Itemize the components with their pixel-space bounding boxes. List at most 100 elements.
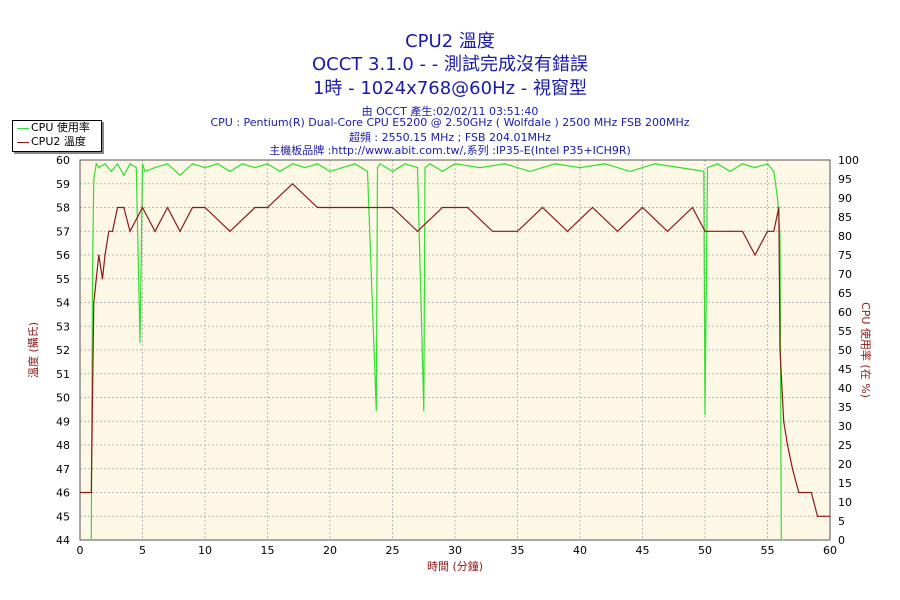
data-point [741,163,744,165]
legend-label-cpu2-temp: CPU2 溫度 [31,135,86,148]
data-point [110,170,112,172]
data-point [254,206,256,209]
data-point [90,491,92,494]
data-point [316,206,319,209]
x-tick-label: 20 [323,544,337,557]
data-point [616,230,619,232]
data-point [666,230,669,232]
data-point [379,163,381,165]
data-point [729,230,731,232]
x-tick-label: 10 [198,544,212,557]
legend-swatch-cpu-usage [17,128,29,129]
y-tick-label: 59 [56,178,70,191]
data-point [479,167,481,169]
data-point [166,163,169,165]
data-point [111,230,114,232]
data-point [98,167,100,169]
data-point [116,206,119,209]
data-point [129,230,131,232]
y-tick-label: 53 [56,320,70,333]
data-point [101,278,104,280]
x-tick-label: 60 [823,544,837,557]
y2-tick-label: 50 [838,344,852,357]
data-point [91,273,94,275]
data-point [641,206,644,209]
data-point [366,170,369,172]
y-tick-label: 51 [56,368,70,381]
data-point [441,170,444,172]
data-point [529,170,531,172]
y2-tick-label: 25 [838,439,852,452]
y-tick-label: 47 [56,463,70,476]
legend-item-cpu2-temp: CPU2 溫度 [13,135,101,149]
y2-tick-label: 85 [838,211,852,224]
data-point [166,206,169,209]
y2-tick-label: 65 [838,287,852,300]
data-point [679,167,681,169]
data-point [123,206,125,209]
data-point [216,163,219,165]
data-point [566,230,569,232]
info-line-overclock: 超頻 : 2550.15 MHz ; FSB 204.01MHz [348,131,552,144]
data-point [704,414,706,416]
data-point [704,230,706,232]
data-point [204,167,206,169]
chart-title: CPU2 溫度 [405,31,495,52]
y-axis-title: 溫度 (攝氏) [26,322,40,378]
x-tick-label: 35 [511,544,525,557]
data-point [779,349,781,351]
data-point [104,163,106,165]
chart-legend: CPU 使用率 CPU2 溫度 [12,120,102,152]
data-point [791,468,794,470]
data-point [179,174,181,176]
data-point [191,206,194,209]
y2-tick-label: 60 [838,306,852,319]
data-point [376,167,379,169]
data-point [98,254,100,256]
data-point [391,206,394,209]
data-point [778,206,780,209]
data-point [691,206,694,209]
data-point [116,163,119,165]
data-point [129,163,131,165]
x-tick-label: 0 [77,544,84,557]
data-point [135,167,137,169]
data-point [423,410,425,412]
data-point [823,515,825,517]
data-point [104,254,106,256]
data-point [779,235,781,237]
data-point [783,420,785,422]
data-point [93,178,95,180]
data-point [329,170,331,172]
data-point [341,206,344,209]
data-point [776,197,779,199]
data-point [90,539,92,541]
x-tick-label: 30 [448,544,462,557]
y-tick-label: 57 [56,225,70,238]
data-point [729,170,731,172]
data-point [654,163,656,165]
data-point [416,167,419,169]
y2-axis-title: CPU 使用率 (在 %) [859,302,873,398]
data-point [591,206,594,209]
plot-border [79,159,831,541]
data-point [629,170,631,172]
data-point [93,301,95,304]
data-point [716,230,719,232]
data-point [229,230,231,232]
x-axis-title: 時間 (分鐘) [427,559,483,573]
y-tick-label: 55 [56,273,70,286]
data-point [829,515,831,517]
y-tick-label: 60 [56,154,70,167]
y2-tick-label: 0 [838,534,845,547]
y2-tick-label: 90 [838,192,852,205]
chart-subtitle-1: OCCT 3.1.0 - - 測試完成沒有錯誤 [312,54,588,75]
data-point [154,167,156,169]
data-point [123,174,125,176]
data-point [291,163,294,165]
data-point [516,230,519,232]
data-point [781,539,784,541]
data-point [139,341,141,343]
data-point [141,206,144,209]
y-tick-label: 58 [56,202,70,215]
